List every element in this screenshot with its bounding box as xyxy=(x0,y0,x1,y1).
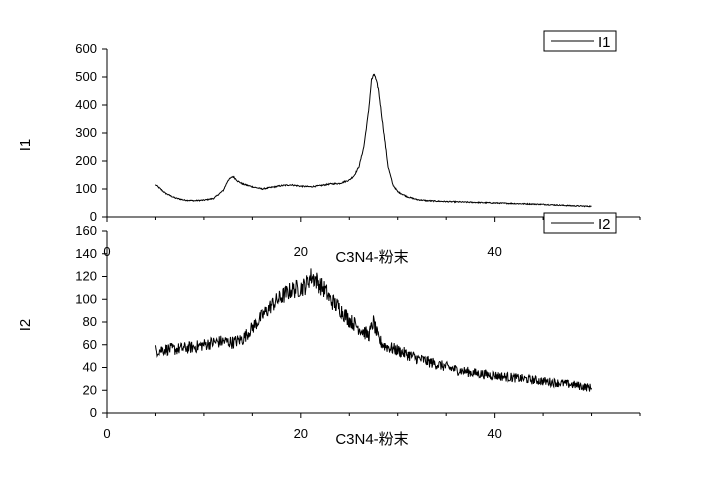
y-tick-label-i1: 100 xyxy=(75,181,97,196)
x-tick-label-i2: 0 xyxy=(103,426,110,441)
legend-label-i1: I1 xyxy=(598,34,611,51)
x-tick-label-i2: 40 xyxy=(487,426,501,441)
x-tick-label-i1: 20 xyxy=(294,244,308,259)
y-tick-label-i2: 40 xyxy=(83,360,97,375)
x-tick-label-i2: 20 xyxy=(294,426,308,441)
y-tick-label-i1: 0 xyxy=(90,209,97,224)
y-tick-label-i2: 120 xyxy=(75,269,97,284)
legend-label-i2: I2 xyxy=(598,216,611,233)
y-tick-label-i1: 500 xyxy=(75,69,97,84)
y-tick-label-i1: 200 xyxy=(75,153,97,168)
series-line-i2 xyxy=(154,268,593,392)
x-axis-title-i2: C3N4-粉末 xyxy=(335,431,408,448)
y-tick-label-i2: 140 xyxy=(75,246,97,261)
y-tick-label-i2: 20 xyxy=(83,382,97,397)
y-tick-label-i1: 600 xyxy=(75,41,97,56)
y-axis-title-i1: I1 xyxy=(17,139,34,152)
series-line-i1 xyxy=(155,73,592,208)
y-tick-label-i2: 60 xyxy=(83,337,97,352)
x-tick-label-i1: 40 xyxy=(487,244,501,259)
y-tick-label-i2: 0 xyxy=(90,405,97,420)
x-axis-title-i1: C3N4-粉末 xyxy=(335,249,408,266)
y-tick-label-i1: 300 xyxy=(75,125,97,140)
y-tick-label-i2: 100 xyxy=(75,291,97,306)
legend-i1: I1 xyxy=(543,30,617,52)
y-tick-label-i2: 160 xyxy=(75,223,97,238)
legend-i2: I2 xyxy=(543,212,617,234)
y-axis-title-i2: I2 xyxy=(17,319,34,332)
panel-i2: 0 20 40 60 80 100 120 140 160 0 20 40 I2 I2 xyxy=(17,212,641,441)
y-tick-label-i2: 80 xyxy=(83,314,97,329)
y-tick-label-i1: 400 xyxy=(75,97,97,112)
